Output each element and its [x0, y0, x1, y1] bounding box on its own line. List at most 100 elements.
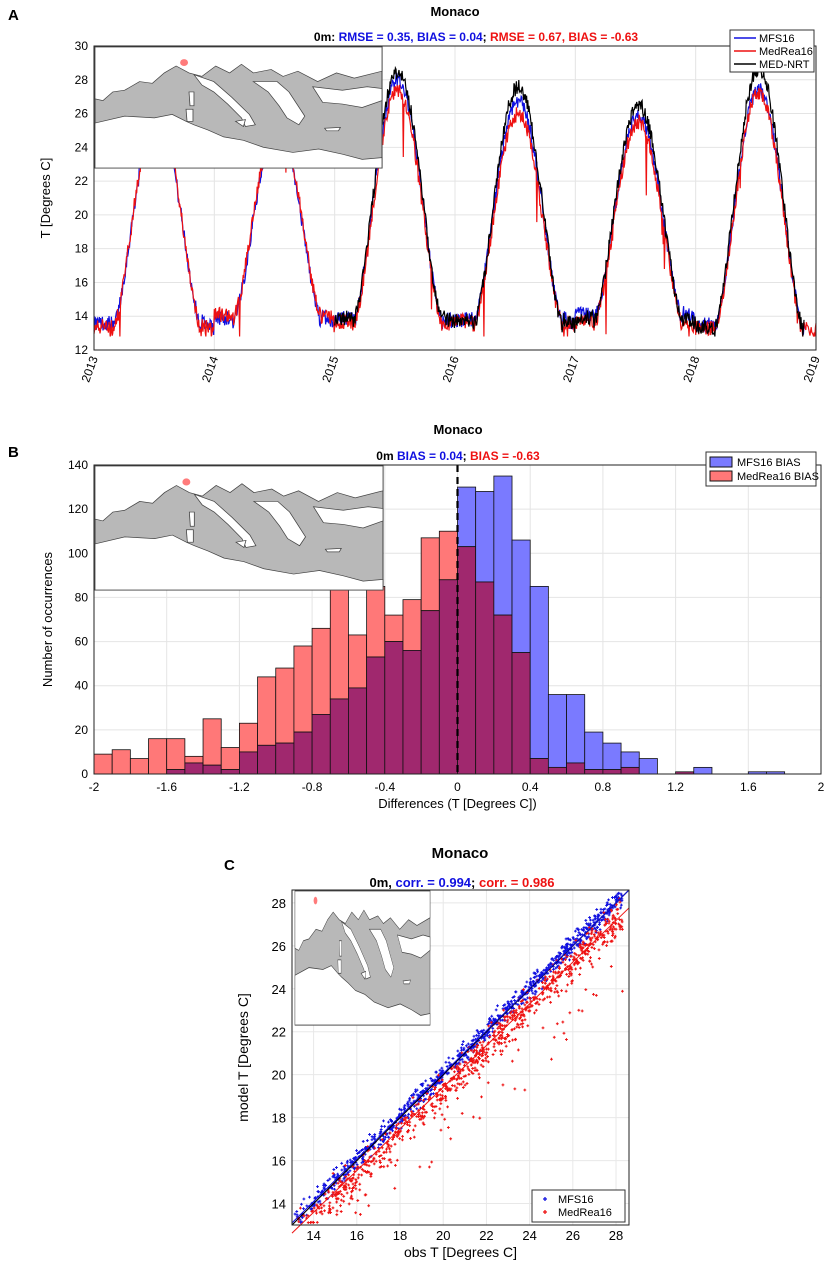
scatter-point	[593, 947, 596, 951]
scatter-point	[444, 1060, 448, 1064]
scatter-point	[550, 957, 554, 961]
y-tick-label: 0	[81, 767, 88, 781]
scatter-point	[302, 1207, 305, 1210]
scatter-point	[507, 1034, 511, 1038]
scatter-point	[575, 942, 579, 946]
scatter-point	[342, 1187, 346, 1191]
scatter-point	[444, 1085, 448, 1088]
scatter-point	[576, 934, 580, 937]
scatter-point	[584, 988, 588, 991]
panel-c-subtitle: 0m, corr. = 0.994; corr. = 0.986	[369, 875, 554, 890]
scatter-point	[541, 981, 544, 984]
panel-a-title: Monaco	[430, 4, 479, 19]
scatter-point	[390, 1120, 394, 1123]
scatter-point	[602, 911, 606, 915]
scatter-point	[378, 1165, 382, 1169]
scatter-point	[450, 1067, 454, 1071]
scatter-point	[332, 1193, 336, 1197]
scatter-point	[361, 1140, 365, 1143]
scatter-point	[501, 1031, 504, 1034]
bar-mfs16	[511, 539, 531, 654]
x-tick-label: 0.8	[595, 780, 612, 794]
scatter-point	[360, 1161, 364, 1165]
scatter-point	[611, 934, 614, 937]
scatter-point	[603, 907, 607, 911]
scatter-point	[538, 997, 542, 1001]
y-axis-label: T [Degrees C]	[38, 158, 53, 239]
scatter-point	[350, 1194, 353, 1198]
scatter-point	[438, 1107, 442, 1111]
scatter-point	[545, 966, 548, 970]
scatter-point	[543, 968, 547, 972]
scatter-point	[350, 1176, 354, 1180]
scatter-point	[499, 1053, 503, 1056]
scatter-point	[612, 915, 616, 919]
scatter-point	[323, 1209, 326, 1213]
scatter-point	[311, 1209, 315, 1213]
y-axis-label: model T [Degrees C]	[235, 993, 251, 1122]
scatter-point	[548, 995, 552, 999]
scatter-point	[552, 958, 556, 962]
scatter-point	[400, 1121, 403, 1125]
scatter-point	[339, 1210, 343, 1213]
scatter-point	[606, 917, 610, 921]
scatter-point	[328, 1177, 332, 1181]
scatter-point	[384, 1132, 387, 1136]
scatter-point	[473, 1048, 476, 1052]
scatter-point	[555, 1022, 559, 1026]
scatter-point	[389, 1160, 393, 1164]
scatter-point	[356, 1176, 360, 1180]
y-tick-label: 14	[272, 1197, 286, 1212]
scatter-point	[335, 1209, 339, 1213]
bar-medrea16	[438, 530, 458, 581]
scatter-point	[488, 1017, 491, 1021]
scatter-point	[358, 1213, 362, 1216]
series-line-medrea16	[93, 84, 817, 337]
scatter-point	[484, 1053, 488, 1056]
scatter-point	[572, 955, 576, 959]
scatter-point	[463, 1083, 467, 1087]
x-tick-label: 2019	[801, 354, 823, 384]
scatter-point	[328, 1208, 332, 1212]
y-tick-label: 30	[75, 39, 89, 53]
scatter-point	[589, 937, 592, 941]
scatter-point	[581, 946, 585, 950]
bar-overlap	[493, 614, 513, 775]
scatter-point	[579, 948, 583, 952]
bar-medrea16	[220, 747, 240, 770]
map-land	[94, 46, 383, 101]
scatter-point	[453, 1084, 457, 1088]
scatter-point	[614, 898, 618, 902]
scatter-point	[535, 1000, 539, 1004]
scatter-point	[511, 1038, 514, 1042]
scatter-point	[324, 1197, 328, 1200]
scatter-point	[594, 994, 598, 997]
scatter-point	[377, 1150, 381, 1153]
scatter-point	[417, 1102, 420, 1106]
scatter-point	[308, 1195, 311, 1199]
scatter-point	[360, 1173, 364, 1177]
scatter-point	[436, 1081, 440, 1085]
scatter-point	[514, 1037, 517, 1041]
scatter-point	[431, 1109, 435, 1112]
scatter-point	[431, 1079, 435, 1082]
x-tick-label: 0.4	[522, 780, 539, 794]
scatter-point	[588, 942, 592, 946]
scatter-point	[604, 918, 607, 921]
scatter-point	[494, 1038, 498, 1042]
scatter-point	[356, 1199, 360, 1202]
scatter-point	[549, 1000, 552, 1004]
map-land	[397, 934, 431, 959]
scatter-point	[312, 1206, 316, 1210]
scatter-point	[464, 1053, 468, 1057]
scatter-point	[510, 1028, 514, 1032]
scatter-point	[368, 1133, 371, 1136]
scatter-point	[418, 1118, 422, 1121]
scatter-point	[550, 979, 554, 982]
scatter-point	[571, 936, 575, 939]
scatter-point	[343, 1167, 347, 1170]
scatter-point	[587, 935, 591, 939]
scatter-point	[387, 1120, 390, 1124]
scatter-point	[393, 1142, 397, 1146]
scatter-point	[320, 1212, 324, 1216]
